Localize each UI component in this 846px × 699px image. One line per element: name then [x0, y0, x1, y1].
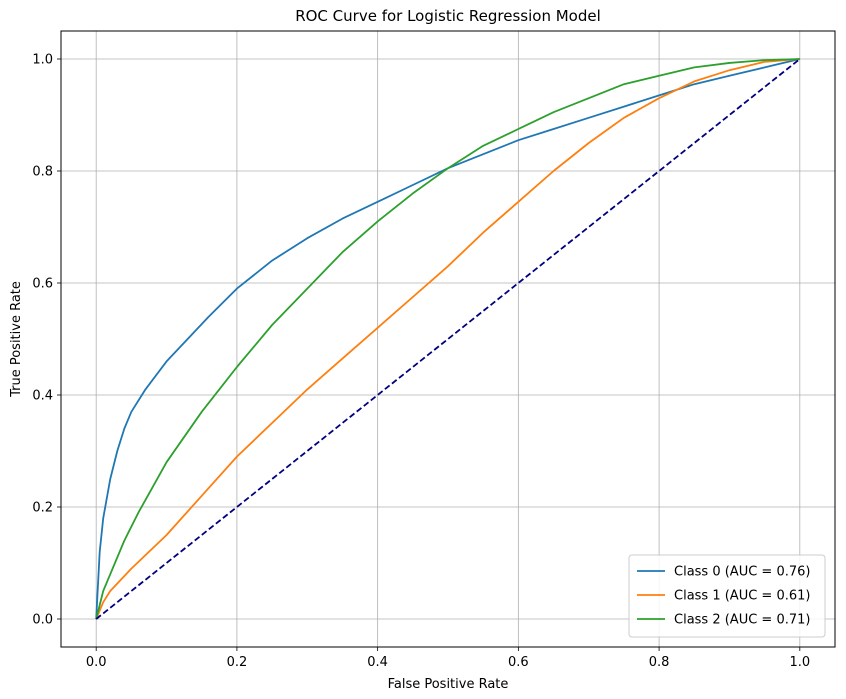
x-tick-label: 0.6 [508, 655, 529, 670]
legend-label: Class 0 (AUC = 0.76) [674, 565, 810, 580]
legend-label: Class 2 (AUC = 0.71) [674, 613, 810, 628]
series-line-0 [95, 58, 801, 620]
series-line-1 [95, 58, 800, 620]
legend-box [628, 554, 826, 638]
series-line-2 [95, 58, 800, 620]
legend-label: Class 1 (AUC = 0.61) [674, 589, 810, 604]
y-tick-label: 0.8 [32, 165, 53, 180]
x-tick-label: 0.2 [227, 655, 248, 670]
chance-diagonal-line [95, 58, 801, 620]
legend: Class 0 (AUC = 0.76) Class 1 (AUC = 0.61)… [628, 554, 826, 638]
y-tick-label: 1.0 [32, 53, 53, 68]
y-tick-label: 0.4 [32, 389, 53, 404]
y-tick-label: 0.2 [32, 501, 53, 516]
chart-title: ROC Curve for Logistic Regression Model [295, 7, 601, 25]
y-axis-title: True Positive Rate [9, 281, 24, 398]
x-axis-title: False Positive Rate [388, 677, 509, 692]
x-tick-label: 0.8 [649, 655, 670, 670]
x-tick-label: 1.0 [789, 655, 810, 670]
y-tick-label: 0.0 [32, 613, 53, 628]
y-tick-label: 0.6 [32, 277, 53, 292]
series-group [95, 58, 801, 620]
x-tick-label: 0.0 [86, 655, 107, 670]
ticks: 0.0 0.2 0.4 0.6 0.8 1.0 0.0 0.2 0.4 0.6 0.8 1.0 [32, 53, 810, 671]
grid [61, 31, 835, 647]
plot-frame [60, 30, 836, 648]
x-tick-label: 0.4 [367, 655, 388, 670]
